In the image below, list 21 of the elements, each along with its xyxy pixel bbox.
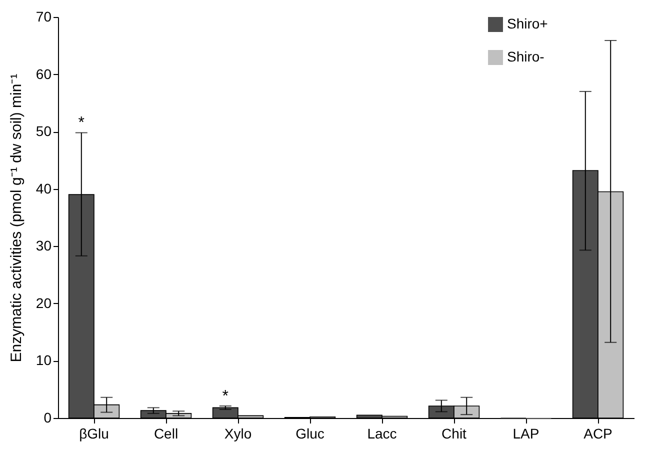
legend-label: Shiro+	[507, 16, 548, 32]
y-tick-label: 20	[36, 294, 52, 311]
y-tick-label: 40	[36, 180, 52, 196]
annotation: *	[78, 114, 85, 132]
x-tick-label: Chit	[442, 426, 467, 442]
x-tick-label: Xylo	[224, 426, 252, 442]
annotation: *	[222, 388, 229, 405]
legend-label: Shiro-	[507, 48, 545, 64]
x-tick-label: ACP	[584, 426, 612, 442]
y-axis-title: Enzymatic activities (pmol g⁻¹ dw soil) min⁻¹	[8, 74, 25, 362]
y-tick-label: 0	[44, 410, 52, 426]
x-tick-label: LAP	[512, 426, 540, 442]
y-tick-label: 10	[36, 352, 52, 368]
x-tick-label: Gluc	[296, 426, 324, 442]
x-tick-label: Cell	[154, 426, 178, 442]
y-tick-label: 30	[36, 238, 52, 254]
x-tick-label: βGlu	[79, 426, 109, 442]
x-tick-label: Lacc	[367, 426, 397, 442]
y-tick-label: 50	[36, 123, 52, 140]
y-tick-label: 70	[36, 8, 52, 24]
y-tick-label: 60	[36, 66, 52, 82]
